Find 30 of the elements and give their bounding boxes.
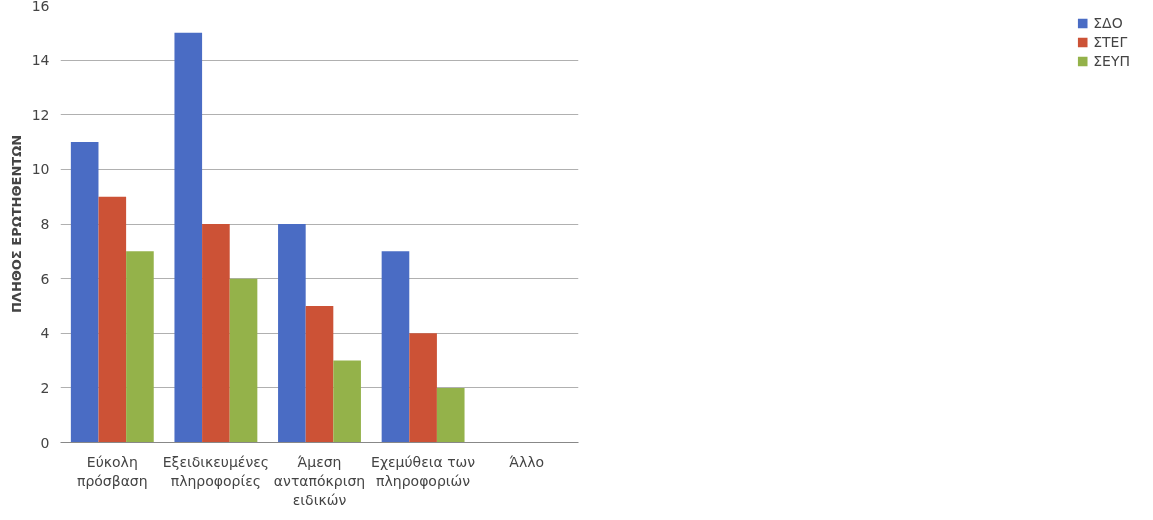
y-tick-label: 6 <box>40 270 50 287</box>
bar <box>174 32 203 443</box>
legend-label: ΣΤΕΓ <box>1093 34 1128 50</box>
y-axis-title: ΠΛΗΘΟΣ ΕΡΩΤΗΘΕΝΤΩΝ <box>8 134 24 314</box>
bar <box>229 278 258 443</box>
x-tick-label: Άμεση ανταπόκριση ειδικών <box>273 453 366 508</box>
y-tick-label: 8 <box>40 216 50 232</box>
bar <box>409 333 437 443</box>
x-tick-label: Εξειδικευμένες πληροφορίες <box>162 453 270 489</box>
bar <box>278 224 306 443</box>
y-tick-label: 10 <box>31 161 50 178</box>
y-tick-label: 16 <box>31 0 50 14</box>
y-tick-label: 2 <box>40 379 50 396</box>
y-tick-label: 12 <box>31 106 50 123</box>
bar <box>126 251 154 443</box>
y-tick-label: 14 <box>31 52 50 69</box>
bar <box>98 196 127 443</box>
bar <box>436 387 465 443</box>
bar <box>305 305 334 443</box>
legend-label: ΣΕΥΠ <box>1093 53 1130 69</box>
legend-label: ΣΔΟ <box>1093 15 1123 31</box>
x-tick-label: Εύκολη πρόσβαση <box>76 453 148 489</box>
bar <box>70 142 99 443</box>
bar <box>381 251 410 443</box>
bar <box>333 360 361 443</box>
x-tick-label: Εχεμύθεια των πληροφοριών <box>371 453 476 489</box>
y-tick-label: 4 <box>40 325 50 342</box>
bar <box>202 224 230 443</box>
y-tick-label: 0 <box>40 434 50 451</box>
x-tick-label: Άλλο <box>509 453 545 470</box>
